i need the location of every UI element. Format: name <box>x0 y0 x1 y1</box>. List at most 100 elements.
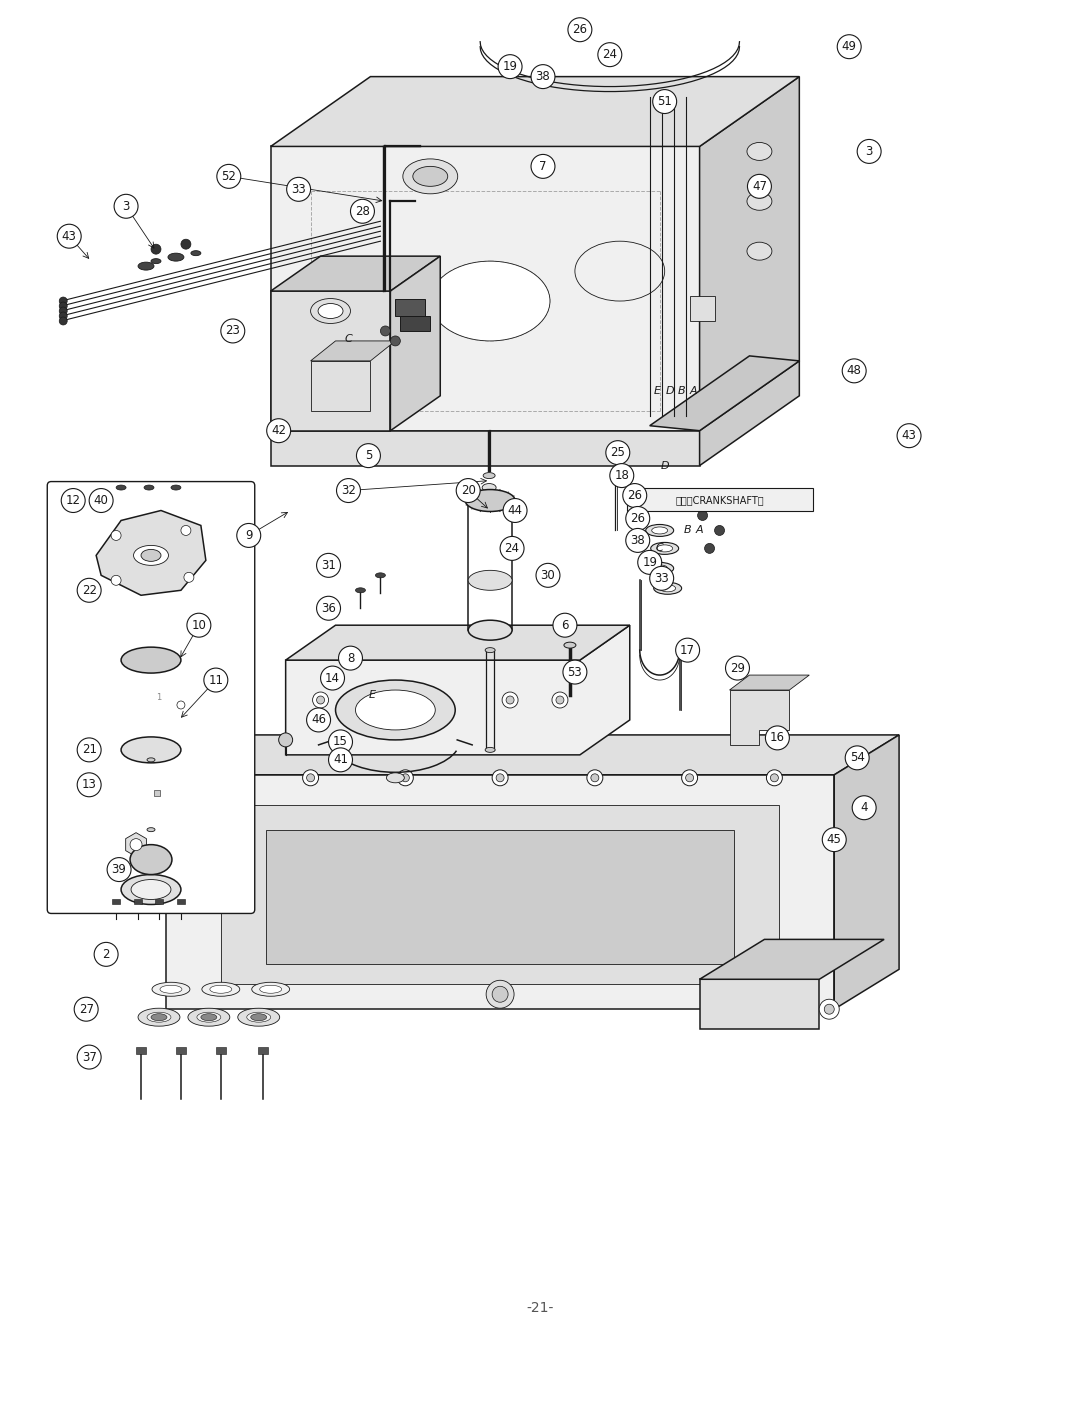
Text: 19: 19 <box>502 60 517 73</box>
Circle shape <box>842 358 866 382</box>
Circle shape <box>686 774 693 781</box>
Polygon shape <box>401 316 430 332</box>
Circle shape <box>606 441 630 465</box>
Circle shape <box>625 528 650 552</box>
Circle shape <box>650 566 674 590</box>
Text: 28: 28 <box>355 205 369 218</box>
Text: 3: 3 <box>865 145 873 157</box>
Ellipse shape <box>116 485 126 490</box>
Bar <box>112 899 120 905</box>
Text: 30: 30 <box>541 569 555 582</box>
Ellipse shape <box>355 690 435 731</box>
Circle shape <box>94 943 118 967</box>
Text: 16: 16 <box>770 732 785 745</box>
Circle shape <box>59 302 67 311</box>
Text: 49: 49 <box>841 41 856 53</box>
Text: 43: 43 <box>62 229 77 243</box>
Text: 7: 7 <box>539 160 546 173</box>
Text: 15: 15 <box>333 735 348 749</box>
Text: 42: 42 <box>271 424 286 437</box>
Ellipse shape <box>403 159 458 194</box>
Circle shape <box>492 770 508 785</box>
Circle shape <box>267 419 291 443</box>
Circle shape <box>598 42 622 66</box>
Text: 5: 5 <box>365 450 373 462</box>
Polygon shape <box>700 979 820 1028</box>
Polygon shape <box>166 774 834 1009</box>
Circle shape <box>397 770 414 785</box>
Text: 53: 53 <box>567 666 582 679</box>
Circle shape <box>220 319 245 343</box>
Ellipse shape <box>121 736 181 763</box>
Polygon shape <box>390 256 441 431</box>
Polygon shape <box>166 735 899 774</box>
Ellipse shape <box>134 545 168 565</box>
Circle shape <box>715 525 725 535</box>
Ellipse shape <box>252 982 289 996</box>
Circle shape <box>553 613 577 638</box>
Polygon shape <box>220 805 780 985</box>
Ellipse shape <box>121 648 181 673</box>
Circle shape <box>377 695 384 704</box>
Polygon shape <box>285 625 630 660</box>
Circle shape <box>380 326 390 336</box>
Bar <box>154 790 160 795</box>
Circle shape <box>213 770 229 785</box>
Circle shape <box>62 489 85 513</box>
Circle shape <box>204 669 228 693</box>
Text: 44: 44 <box>508 504 523 517</box>
Ellipse shape <box>469 620 512 641</box>
Text: 33: 33 <box>292 183 306 195</box>
Text: 33: 33 <box>654 572 670 584</box>
Text: 24: 24 <box>504 542 519 555</box>
Bar <box>136 1047 146 1054</box>
Circle shape <box>897 424 921 448</box>
Text: 22: 22 <box>82 584 97 597</box>
Ellipse shape <box>485 747 495 752</box>
Text: 下軸（CRANKSHAFT）: 下軸（CRANKSHAFT） <box>675 496 764 506</box>
Circle shape <box>531 155 555 178</box>
Circle shape <box>676 638 700 662</box>
Circle shape <box>698 510 707 520</box>
Circle shape <box>852 795 876 819</box>
Circle shape <box>59 308 67 315</box>
Text: 45: 45 <box>827 833 841 846</box>
Circle shape <box>552 693 568 708</box>
Circle shape <box>390 336 401 346</box>
Text: 10: 10 <box>191 618 206 632</box>
Circle shape <box>747 174 771 198</box>
Circle shape <box>837 35 861 59</box>
Ellipse shape <box>171 485 181 490</box>
Circle shape <box>316 554 340 577</box>
Circle shape <box>503 499 527 523</box>
Text: A: A <box>690 386 698 396</box>
Ellipse shape <box>355 587 365 593</box>
Circle shape <box>130 839 143 850</box>
Circle shape <box>181 239 191 249</box>
Circle shape <box>492 986 508 1002</box>
Text: 14: 14 <box>325 672 340 684</box>
Circle shape <box>328 731 352 754</box>
Polygon shape <box>700 940 885 979</box>
Ellipse shape <box>485 648 495 653</box>
Circle shape <box>625 507 650 531</box>
Ellipse shape <box>747 242 772 260</box>
Text: B: B <box>678 386 686 396</box>
Circle shape <box>307 708 330 732</box>
Text: 20: 20 <box>461 485 475 497</box>
Circle shape <box>337 479 361 503</box>
Text: 38: 38 <box>536 70 551 83</box>
Polygon shape <box>700 361 799 465</box>
Text: 36: 36 <box>321 601 336 615</box>
Circle shape <box>59 296 67 305</box>
Text: 26: 26 <box>627 489 643 502</box>
Bar <box>134 899 143 905</box>
Ellipse shape <box>238 1009 280 1026</box>
Circle shape <box>187 613 211 638</box>
Text: 1: 1 <box>156 693 161 702</box>
Text: 9: 9 <box>245 528 253 542</box>
Circle shape <box>436 695 444 704</box>
Ellipse shape <box>653 582 681 594</box>
Circle shape <box>496 774 504 781</box>
Circle shape <box>302 770 319 785</box>
